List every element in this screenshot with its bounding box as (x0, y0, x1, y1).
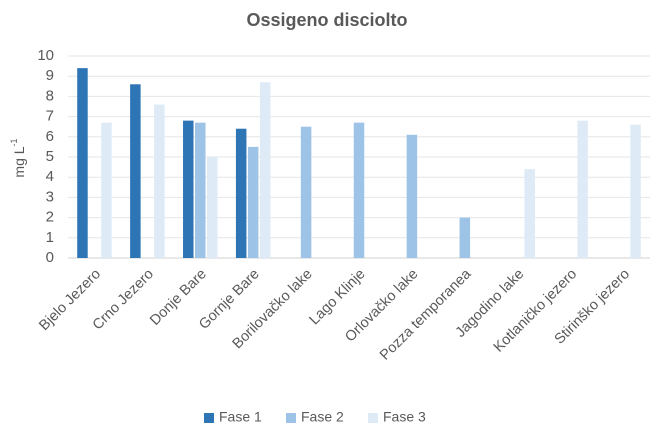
y-tick-label: 5 (46, 148, 54, 165)
legend-swatch (204, 413, 214, 423)
y-tick-label: 10 (37, 47, 54, 64)
y-tick-label: 9 (46, 67, 54, 84)
bar (300, 126, 312, 258)
y-tick-label: 8 (46, 87, 54, 104)
x-tick-label: Pozza temporanea (377, 266, 475, 364)
bar (353, 122, 365, 258)
bar (154, 104, 165, 258)
legend-swatch (286, 413, 296, 423)
chart-title: Ossigeno disciolto (246, 10, 407, 30)
bar (130, 84, 141, 258)
legend-swatch (368, 413, 378, 423)
bar (259, 82, 271, 258)
y-tick-label: 4 (46, 168, 54, 185)
bar (195, 122, 206, 258)
bar (207, 157, 218, 258)
legend-label: Fase 3 (383, 409, 426, 425)
y-tick-label: 2 (46, 209, 54, 226)
y-tick-label: 1 (46, 229, 54, 246)
bar (101, 122, 112, 258)
bar (183, 120, 194, 258)
y-axis-label-superscript: -1 (9, 138, 19, 146)
bar (235, 128, 247, 258)
bar (77, 68, 88, 259)
y-tick-label: 6 (46, 128, 54, 145)
bar (406, 134, 418, 258)
y-tick-label: 7 (46, 108, 54, 125)
y-tick-label: 3 (46, 188, 54, 205)
bar (524, 169, 535, 258)
bar (577, 120, 588, 258)
legend-label: Fase 1 (219, 409, 262, 425)
bar (459, 217, 471, 258)
legend-label: Fase 2 (301, 409, 344, 425)
bar (630, 124, 641, 259)
y-axis-label-text: mg L (11, 146, 27, 177)
bar (247, 146, 259, 258)
y-axis-label: mg L-1 (9, 138, 26, 177)
y-tick-label: 0 (46, 249, 54, 266)
